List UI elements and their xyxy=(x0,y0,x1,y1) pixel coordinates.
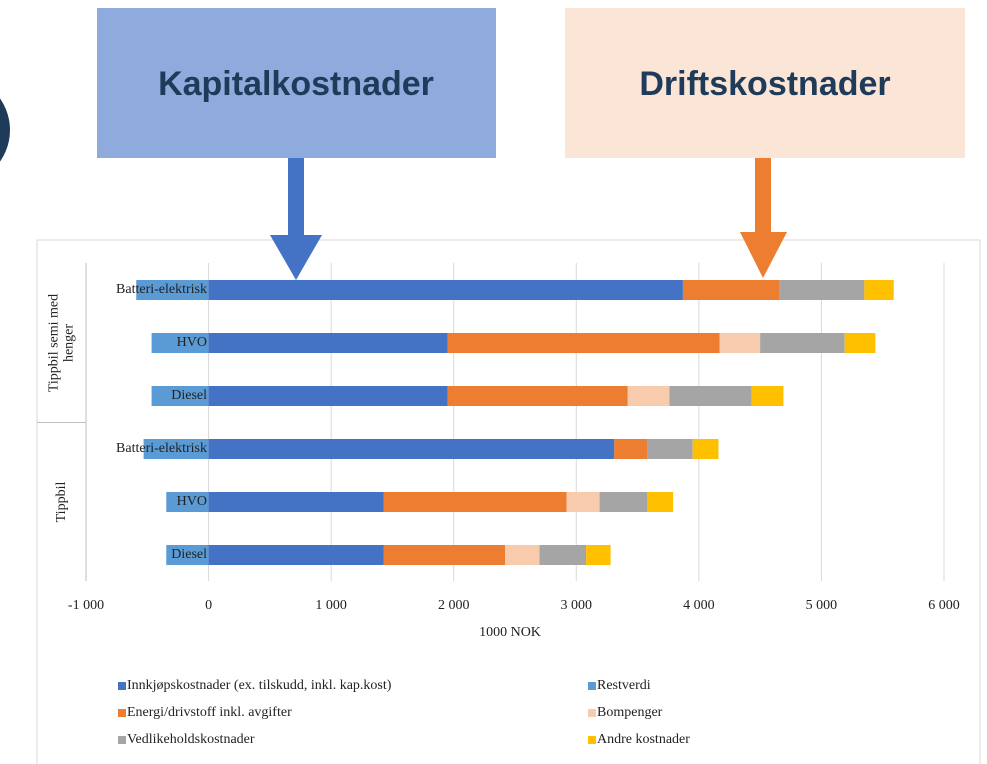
annotation: Driftskostnader xyxy=(639,65,890,103)
group-label: Tippbil xyxy=(54,482,69,523)
decor-circle xyxy=(0,98,10,162)
legend-label: Restverdi xyxy=(597,678,651,693)
arrow xyxy=(740,158,787,278)
bar-segment xyxy=(505,545,540,565)
bar-segment xyxy=(208,439,615,459)
annotation-box xyxy=(565,8,965,158)
bar-segment xyxy=(682,280,780,300)
bar-segment xyxy=(599,492,648,512)
legend-swatch xyxy=(118,709,126,717)
bar-segment xyxy=(136,280,209,300)
y-tick-label: Batteri-elektrisk xyxy=(116,282,207,297)
plot: -1 000 0 1 000 2 000 3 000 4 000 5 000 6 000 100… xyxy=(37,263,960,747)
bar-segment xyxy=(447,333,720,353)
bar-segment xyxy=(539,545,587,565)
x-tick-label: 1 000 xyxy=(315,598,347,613)
legend-swatch xyxy=(588,682,596,690)
bar-segment xyxy=(383,545,506,565)
bar-segment xyxy=(864,280,894,300)
bar-segment xyxy=(647,492,674,512)
bar-segment xyxy=(614,439,648,459)
x-tick-label: 4 000 xyxy=(683,598,715,613)
bar-segment xyxy=(760,333,845,353)
y-tick-label: HVO xyxy=(177,494,207,509)
y-tick-label: Diesel xyxy=(171,547,207,562)
bar-segment xyxy=(844,333,876,353)
arrow xyxy=(270,158,322,280)
legend-swatch xyxy=(588,736,596,744)
bar-segment xyxy=(447,386,628,406)
y-tick-label: HVO xyxy=(177,335,207,350)
x-tick-label: 2 000 xyxy=(438,598,470,613)
x-tick-label: 6 000 xyxy=(928,598,960,613)
bar-segment xyxy=(779,280,865,300)
bar-segment xyxy=(208,386,448,406)
group-label: Tippbil semi medhenger xyxy=(47,294,77,392)
bar-segment xyxy=(166,545,209,565)
legend-label: Innkjøpskostnader (ex. tilskudd, inkl. k… xyxy=(127,678,392,693)
legend-swatch xyxy=(118,682,126,690)
bar-segment xyxy=(143,439,209,459)
bar-segment xyxy=(208,280,683,300)
bar-segment xyxy=(208,333,448,353)
bar-segment xyxy=(692,439,719,459)
legend-swatch xyxy=(118,736,126,744)
x-tick-label: 5 000 xyxy=(806,598,838,613)
bar-segment xyxy=(383,492,567,512)
x-tick-label: 0 xyxy=(205,598,212,613)
bar-segment xyxy=(669,386,752,406)
annotation-box xyxy=(97,8,496,158)
legend-label: Bompenger xyxy=(597,705,663,720)
bar-segment xyxy=(627,386,670,406)
bar-segment xyxy=(566,492,600,512)
legend-label: Andre kostnader xyxy=(597,732,690,747)
x-tick-label: 3 000 xyxy=(561,598,593,613)
annotation: Kapitalkostnader xyxy=(158,65,434,103)
bar-segment xyxy=(208,492,384,512)
chart-border xyxy=(36,239,981,764)
bar-segment xyxy=(751,386,784,406)
bar-segment xyxy=(586,545,611,565)
bar-segment xyxy=(647,439,693,459)
legend-swatch xyxy=(588,709,596,717)
x-tick-label: -1 000 xyxy=(68,598,104,613)
bar-segment xyxy=(208,545,384,565)
legend-label: Vedlikeholdskostnader xyxy=(127,732,255,747)
bar-segment xyxy=(719,333,761,353)
legend-label: Energi/drivstoff inkl. avgifter xyxy=(127,705,292,720)
y-tick-label: Batteri-elektrisk xyxy=(116,441,207,456)
bar-segment xyxy=(151,386,209,406)
x-axis-title: 1000 NOK xyxy=(479,625,541,640)
bar-segment xyxy=(151,333,209,353)
y-tick-label: Diesel xyxy=(171,388,207,403)
bar-segment xyxy=(166,492,209,512)
